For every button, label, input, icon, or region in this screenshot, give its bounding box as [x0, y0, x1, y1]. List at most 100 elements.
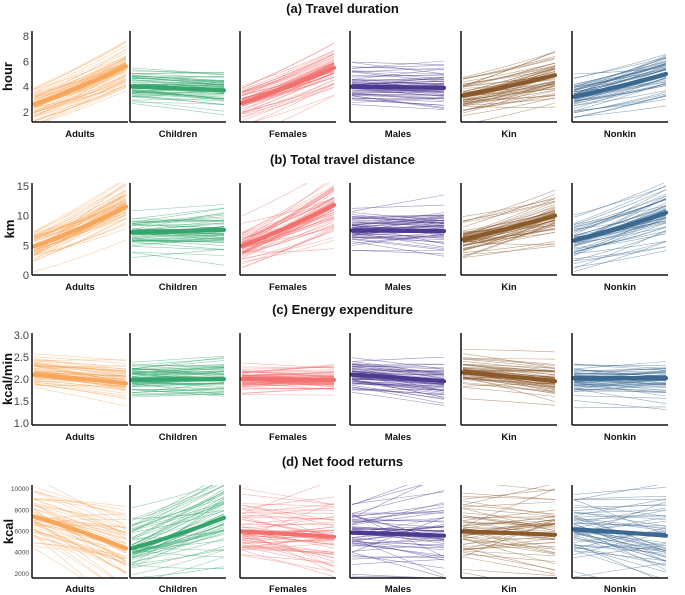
trajectory-line: [351, 99, 445, 106]
trajectory-line: [241, 371, 335, 378]
trajectory-line: [351, 221, 445, 225]
trajectory-line: [573, 388, 667, 394]
trajectory-line: [131, 96, 225, 102]
trajectory-line: [573, 193, 667, 231]
trajectory-line: [351, 379, 445, 398]
trajectory-line: [131, 72, 225, 74]
trajectory-line: [462, 84, 556, 114]
trajectory-line: [241, 87, 335, 118]
panel-d-females: Females: [239, 485, 336, 595]
trajectory-line: [33, 40, 127, 89]
trajectory-line: [462, 90, 556, 111]
trajectory-line: [351, 357, 445, 370]
trajectory-line: [351, 216, 445, 224]
trajectory-line: [573, 509, 667, 514]
trajectory-line: [351, 366, 445, 379]
trajectory-line: [462, 51, 556, 78]
trajectory-group: [240, 42, 336, 122]
trajectory-line: [241, 230, 335, 260]
trajectory-line: [573, 68, 667, 88]
trajectory-line: [33, 524, 127, 557]
y-tick-label: 10: [17, 211, 29, 223]
panel-c-kin: Kin: [460, 333, 557, 443]
trajectory-line: [462, 387, 556, 397]
trajectory-line: [131, 223, 225, 226]
trajectory-line: [241, 362, 335, 369]
mean-trend-line: [130, 227, 226, 235]
trajectory-line: [241, 185, 335, 233]
trajectory-line: [241, 375, 335, 378]
trajectory-line: [573, 250, 667, 268]
trajectory-line: [131, 485, 225, 532]
y-tick-label: 1.5: [14, 396, 29, 408]
trajectory-line: [573, 230, 667, 269]
trajectory-line: [462, 382, 556, 392]
row-title-d: (d) Net food returns: [282, 454, 403, 469]
trajectory-line: [33, 529, 127, 565]
trajectory-line: [33, 183, 122, 234]
row-title-a: (a) Travel duration: [286, 1, 399, 16]
mean-trend-line: [32, 514, 128, 551]
trajectory-line: [131, 523, 225, 555]
trajectory-line: [462, 207, 556, 234]
trajectory-group: [32, 353, 128, 407]
trajectory-line: [33, 497, 127, 511]
trajectory-line: [573, 400, 667, 410]
trajectory-line: [462, 538, 556, 565]
trajectory-line: [33, 381, 127, 394]
trajectory-line: [573, 69, 667, 94]
trajectory-line: [351, 510, 445, 521]
mean-trend-line: [32, 372, 128, 386]
trajectory-line: [351, 70, 445, 75]
trajectory-line: [351, 221, 445, 226]
y-tick-label: 10000: [11, 486, 29, 493]
trajectory-line: [33, 518, 127, 523]
y-tick-label: 2000: [15, 571, 30, 578]
row-title-c: (c) Energy expenditure: [272, 302, 413, 317]
trajectory-line: [351, 381, 445, 393]
trajectory-line: [241, 82, 335, 121]
trajectory-line: [573, 189, 667, 226]
panel-label: Adults: [65, 129, 95, 140]
trajectory-line: [131, 371, 225, 379]
trajectory-line: [573, 64, 667, 87]
trajectory-line: [573, 546, 667, 566]
trajectory-line: [131, 369, 225, 377]
trajectory-line: [462, 62, 556, 83]
trajectory-line: [33, 197, 127, 243]
trajectory-line: [241, 546, 335, 567]
trajectory-line: [241, 540, 335, 544]
trajectory-line: [351, 220, 445, 228]
trajectory-line: [131, 493, 225, 529]
trajectory-line: [462, 379, 556, 385]
trajectory-line: [33, 524, 127, 528]
trajectory-line: [131, 220, 225, 222]
trajectory-line: [573, 381, 667, 391]
mean-trend-line: [572, 210, 668, 243]
mean-trend-line: [350, 84, 446, 90]
panel-b-children: Children: [129, 183, 226, 293]
trajectory-line: [241, 191, 335, 255]
panel-c-nonkin: Nonkin: [571, 333, 668, 443]
trajectory-line: [351, 215, 445, 229]
trajectory-line: [573, 504, 667, 517]
trajectory-line: [573, 535, 667, 561]
trajectory-line: [33, 62, 127, 100]
trajectory-line: [241, 74, 335, 113]
trajectory-line: [462, 538, 556, 550]
y-tick-label: 4: [23, 82, 29, 94]
trajectory-line: [573, 532, 667, 553]
trajectory-line: [131, 502, 225, 548]
panel-label: Nonkin: [604, 584, 636, 595]
trajectory-line: [241, 225, 335, 254]
trajectory-line: [33, 498, 127, 515]
trajectory-line: [241, 62, 335, 94]
panel-label: Males: [385, 282, 411, 293]
trajectory-line: [241, 539, 335, 554]
y-tick-label: 2.0: [14, 374, 29, 386]
trajectory-line: [33, 185, 127, 238]
trajectory-line: [131, 485, 214, 532]
mean-trend-line: [461, 370, 557, 384]
trajectory-line: [351, 376, 445, 392]
trajectory-line: [351, 97, 445, 102]
